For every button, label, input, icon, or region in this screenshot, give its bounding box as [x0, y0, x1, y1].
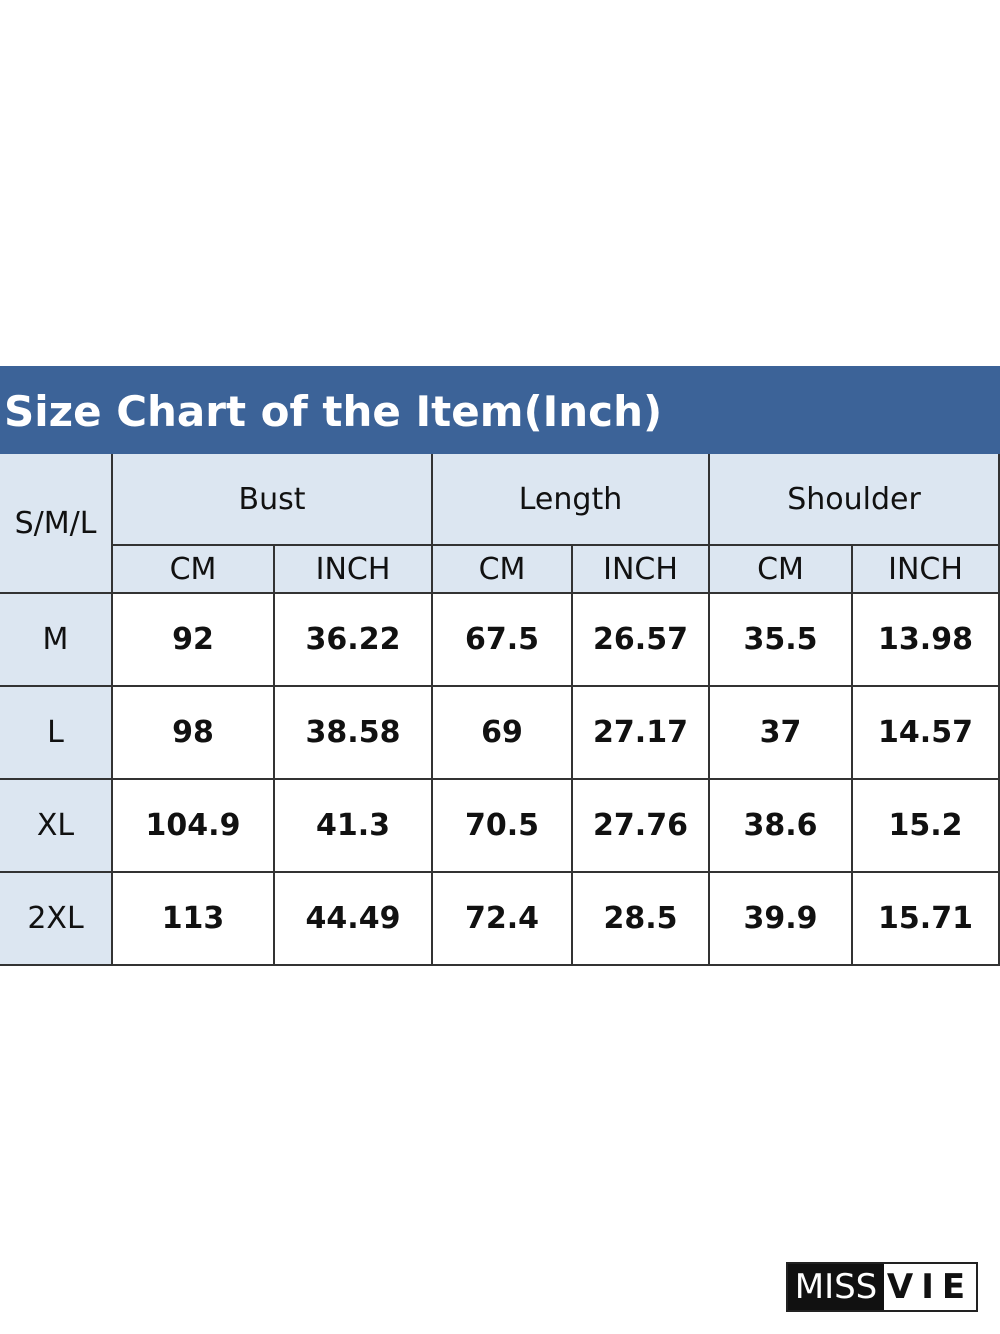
table-cell: 26.57 — [573, 594, 710, 687]
table-cell: 38.6 — [710, 780, 853, 873]
logo-left: MISS — [788, 1264, 884, 1310]
row-label: L — [0, 687, 113, 780]
table-cell: 13.98 — [853, 594, 1000, 687]
unit-header: INCH — [573, 546, 710, 594]
group-header: Length — [433, 454, 710, 546]
table-cell: 92 — [113, 594, 275, 687]
table-cell: 98 — [113, 687, 275, 780]
table-cell: 39.9 — [710, 873, 853, 966]
table-cell: 14.57 — [853, 687, 1000, 780]
table-cell: 27.17 — [573, 687, 710, 780]
unit-header: INCH — [275, 546, 433, 594]
table-cell: 36.22 — [275, 594, 433, 687]
table-cell: 15.71 — [853, 873, 1000, 966]
row-label: 2XL — [0, 873, 113, 966]
unit-header: INCH — [853, 546, 1000, 594]
unit-header: CM — [710, 546, 853, 594]
unit-header: CM — [433, 546, 573, 594]
table-cell: 27.76 — [573, 780, 710, 873]
table-cell: 35.5 — [710, 594, 853, 687]
brand-logo: MISS VIE — [786, 1262, 978, 1312]
table-cell: 15.2 — [853, 780, 1000, 873]
table-cell: 44.49 — [275, 873, 433, 966]
table-cell: 69 — [433, 687, 573, 780]
group-header: Bust — [113, 454, 433, 546]
table-cell: 28.5 — [573, 873, 710, 966]
logo-right: VIE — [886, 1267, 974, 1307]
table-cell: 41.3 — [275, 780, 433, 873]
row-label: XL — [0, 780, 113, 873]
table-title: Size Chart of the Item(Inch) — [0, 366, 1000, 454]
table-cell: 104.9 — [113, 780, 275, 873]
row-label: M — [0, 594, 113, 687]
table-cell: 38.58 — [275, 687, 433, 780]
table-cell: 113 — [113, 873, 275, 966]
table-cell: 70.5 — [433, 780, 573, 873]
group-header: Shoulder — [710, 454, 1000, 546]
unit-header: CM — [113, 546, 275, 594]
table-cell: 37 — [710, 687, 853, 780]
corner-header: S/M/L — [0, 454, 113, 594]
table-cell: 67.5 — [433, 594, 573, 687]
table-cell: 72.4 — [433, 873, 573, 966]
